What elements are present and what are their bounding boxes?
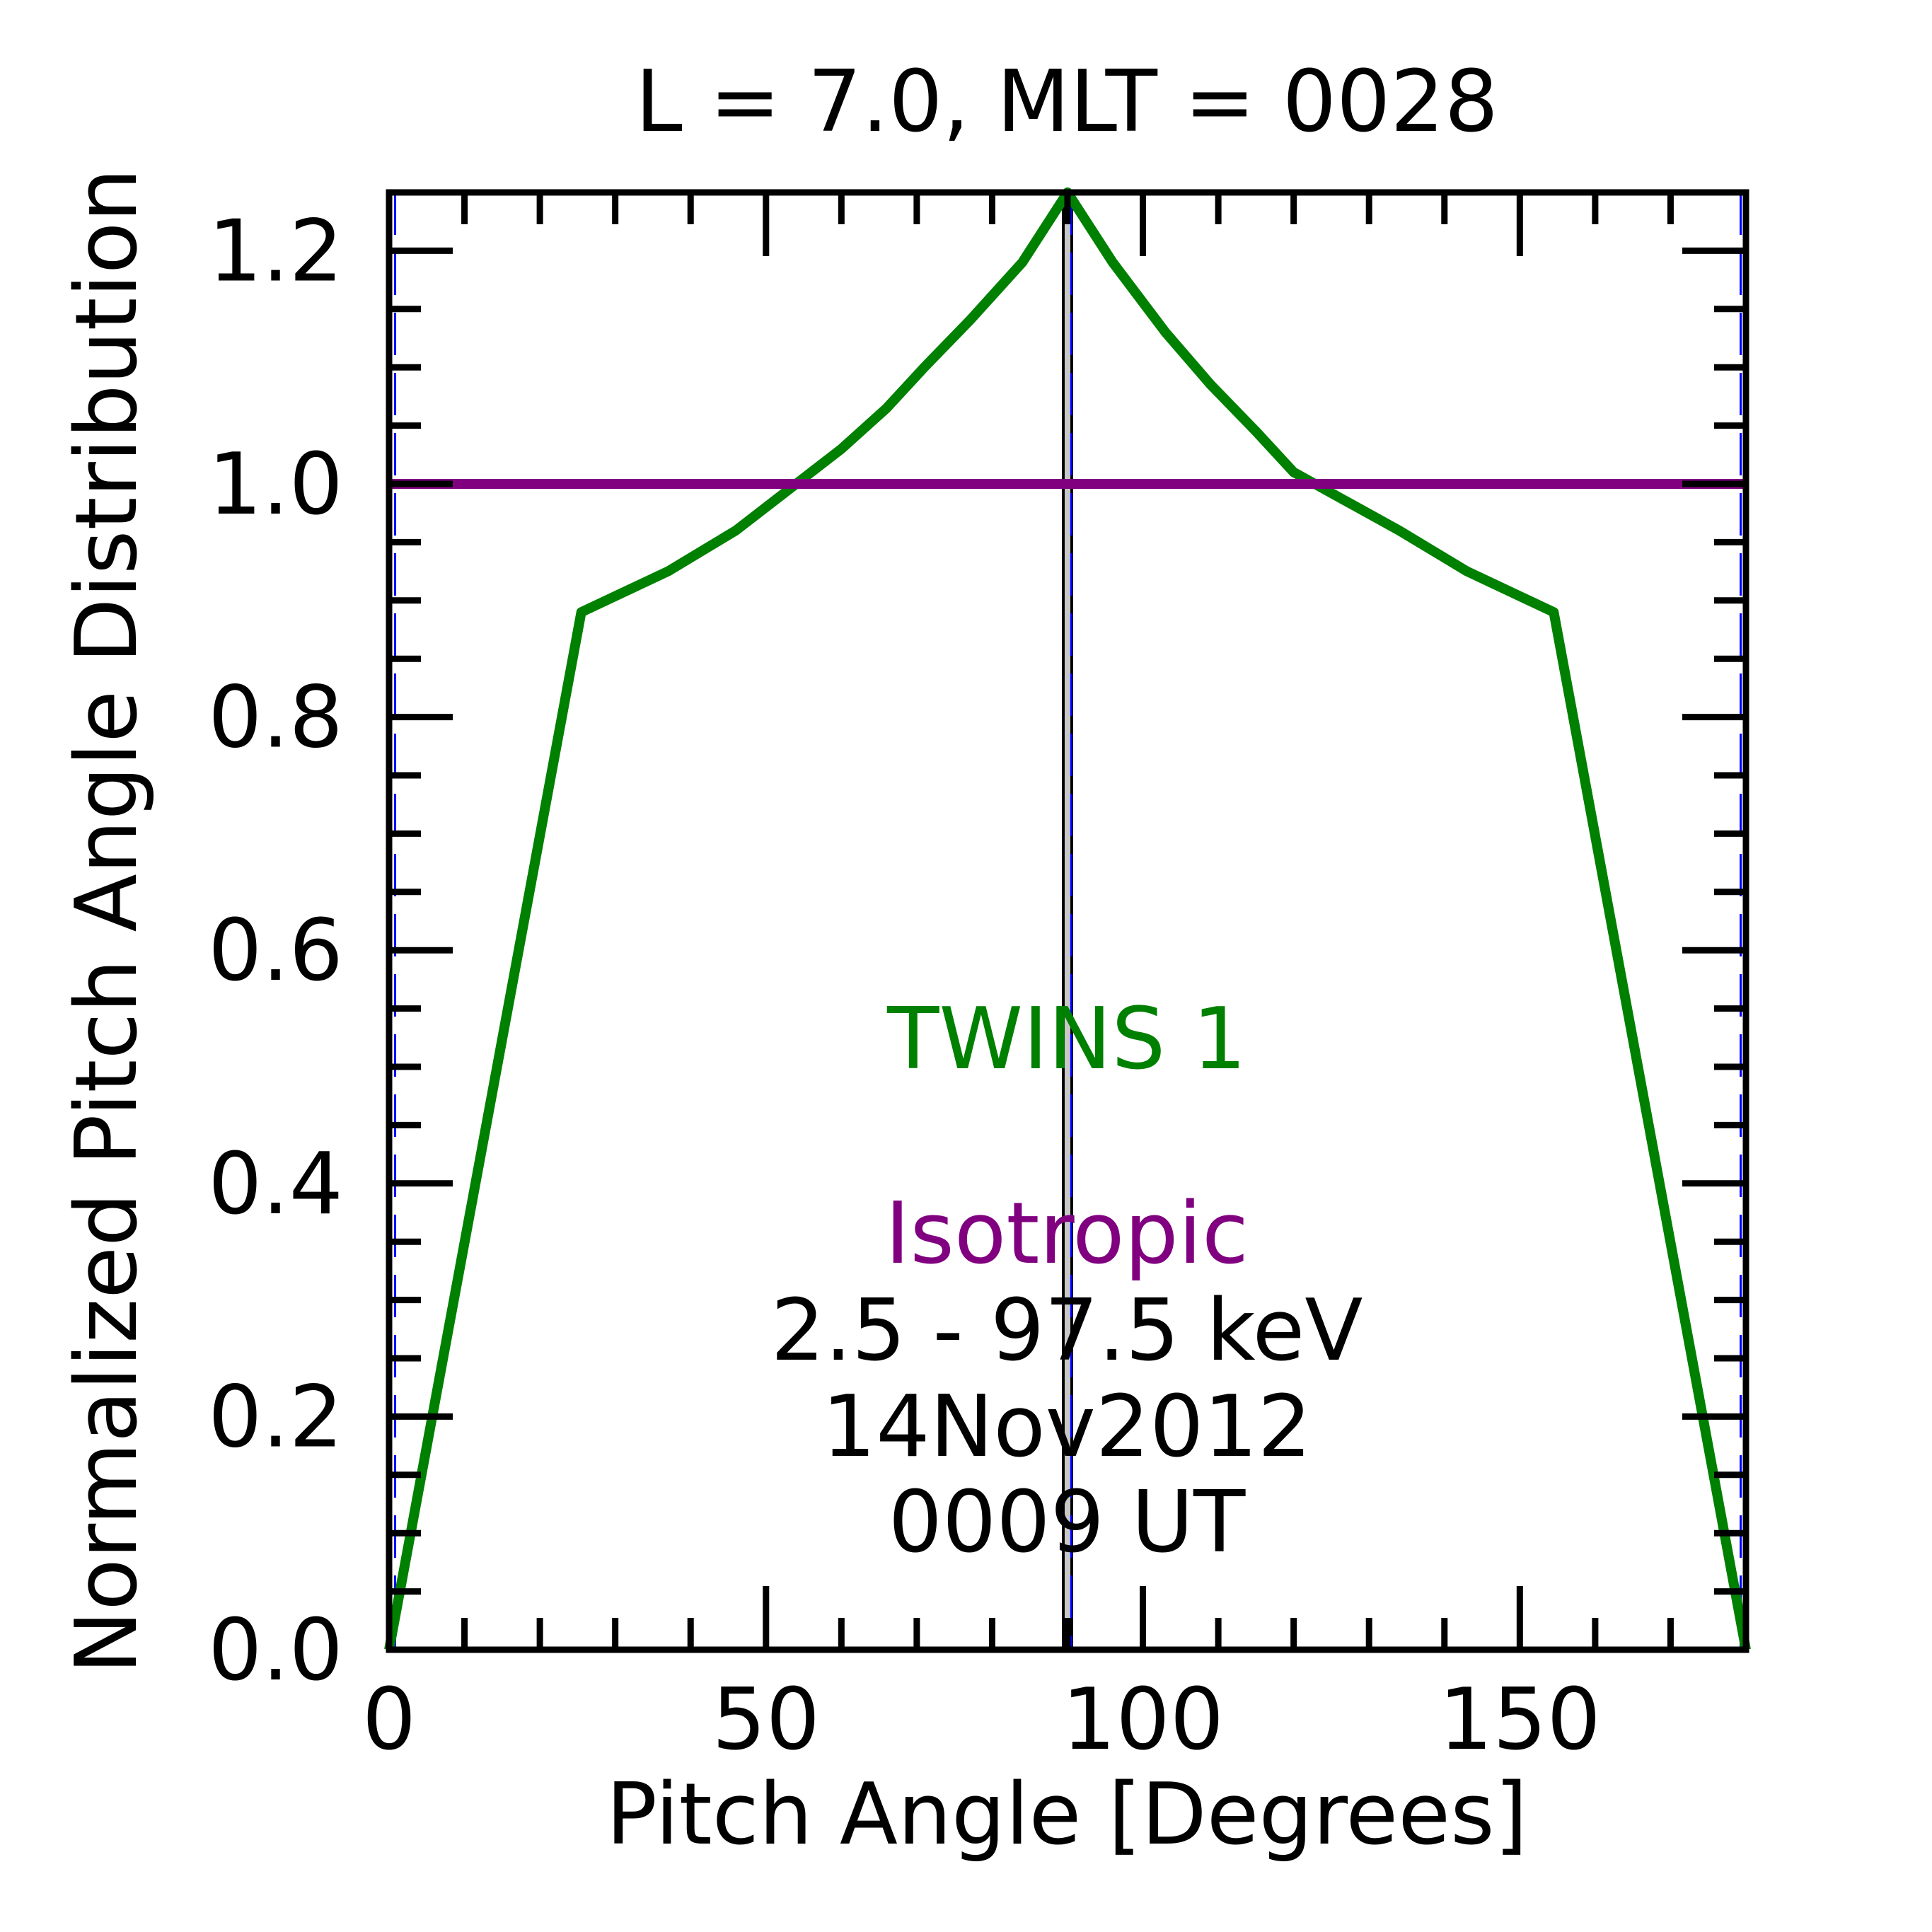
y-tick-label: 0.2 [208, 1368, 343, 1467]
plot-frame [386, 189, 1749, 1653]
y-tick-label: 1.0 [208, 436, 343, 534]
y-tick-label: 0.6 [208, 902, 343, 1000]
chart-title: L = 7.0, MLT = 0028 [635, 53, 1498, 151]
energy-range-annotation: 2.5 - 97.5 keV [771, 1282, 1363, 1380]
tick-labels: 0 50 100 150 0.0 0.2 0.4 0.6 0.8 1.0 1.2 [208, 202, 1601, 1769]
x-tick-label: 50 [712, 1671, 820, 1769]
time-annotation: 0009 UT [889, 1474, 1246, 1572]
y-axis-label: Normalized Pitch Angle Distribution [58, 168, 156, 1674]
y-tick-label: 1.2 [208, 202, 343, 301]
y-tick-label: 0.4 [208, 1135, 343, 1234]
y-tick-label: 0.8 [208, 669, 343, 768]
y-tick-label: 0.0 [208, 1602, 343, 1700]
x-axis-label: Pitch Angle [Degrees] [606, 1766, 1528, 1864]
axis-ticks [386, 189, 1749, 1653]
date-annotation: 14Nov2012 [822, 1378, 1312, 1476]
x-tick-label: 150 [1439, 1671, 1601, 1769]
legend-isotropic: Isotropic [885, 1185, 1249, 1283]
reference-lines [394, 192, 1742, 1650]
x-tick-label: 0 [362, 1671, 416, 1769]
legend-twins1: TWINS 1 [886, 990, 1246, 1089]
x-tick-label: 100 [1062, 1671, 1224, 1769]
